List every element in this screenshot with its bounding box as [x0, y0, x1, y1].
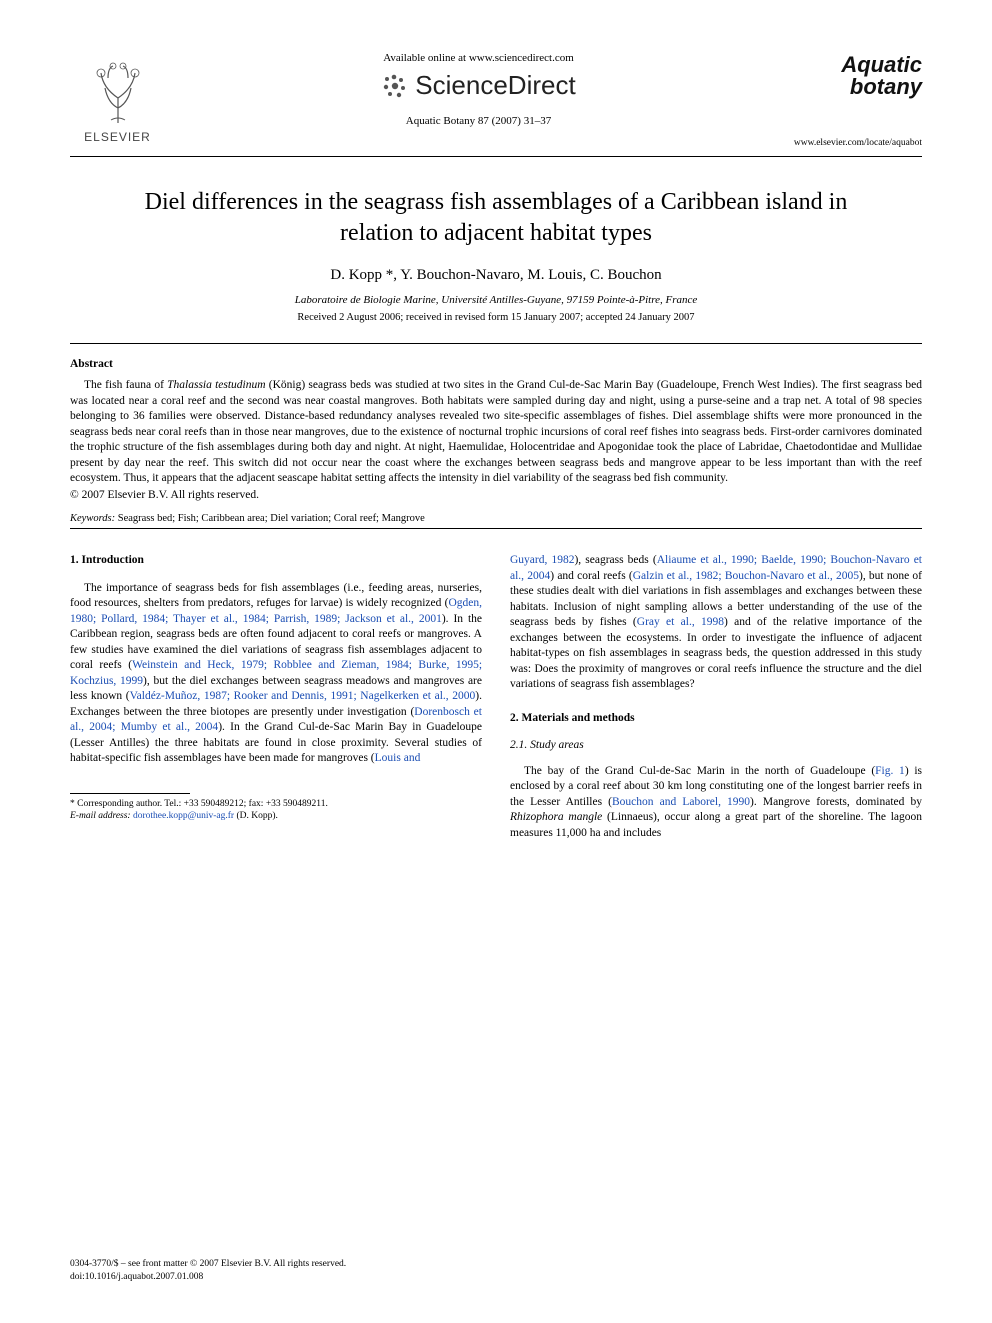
intro-t1: The importance of seagrass beds for fish… — [70, 582, 482, 610]
journal-name-2: botany — [792, 76, 922, 98]
email-label: E-mail address: — [70, 811, 131, 821]
left-column: 1. Introduction The importance of seagra… — [70, 553, 482, 841]
elsevier-tree-icon — [83, 58, 153, 128]
species-name: Rhizophora mangle — [510, 811, 602, 823]
abstract-top-rule — [70, 343, 922, 344]
header-rule — [70, 156, 922, 157]
intro-t6: ), seagrass beds ( — [574, 554, 656, 566]
intro-t7: ) and coral reefs ( — [550, 570, 632, 582]
footnote-rule — [70, 793, 190, 794]
intro-cite-5[interactable]: Louis and — [375, 752, 421, 764]
journal-name-1: Aquatic — [792, 54, 922, 76]
abstract-content: The fish fauna of Thalassia testudinum (… — [70, 379, 922, 484]
intro-cite-7[interactable]: Galzin et al., 1982; Bouchon-Navaro et a… — [633, 570, 859, 582]
section-2-heading: 2. Materials and methods — [510, 711, 922, 727]
journal-title-block: Aquatic botany www.elsevier.com/locate/a… — [792, 50, 922, 148]
abstract-text: The fish fauna of Thalassia testudinum (… — [70, 378, 922, 487]
abstract-label: Abstract — [70, 358, 922, 370]
affiliation: Laboratoire de Biologie Marine, Universi… — [70, 294, 922, 306]
right-column: Guyard, 1982), seagrass beds (Aliaume et… — [510, 553, 922, 841]
keywords-line: Keywords: Seagrass bed; Fish; Caribbean … — [70, 513, 922, 524]
availability-line: Available online at www.sciencedirect.co… — [165, 52, 792, 64]
sciencedirect-text: ScienceDirect — [415, 70, 575, 101]
authors-line: D. Kopp *, Y. Bouchon-Navaro, M. Louis, … — [70, 267, 922, 284]
body-columns: 1. Introduction The importance of seagra… — [70, 553, 922, 841]
article-title: Diel differences in the seagrass fish as… — [110, 187, 882, 249]
intro-paragraph: The importance of seagrass beds for fish… — [70, 581, 482, 767]
meth-t1: The bay of the Grand Cul-de-Sac Marin in… — [524, 765, 875, 777]
sciencedirect-icon — [381, 73, 407, 99]
page-footer: 0304-3770/$ – see front matter © 2007 El… — [70, 1258, 922, 1283]
intro-continued: Guyard, 1982), seagrass beds (Aliaume et… — [510, 553, 922, 693]
authors-text: D. Kopp *, Y. Bouchon-Navaro, M. Louis, … — [330, 267, 661, 283]
article-dates: Received 2 August 2006; received in revi… — [70, 312, 922, 323]
methods-paragraph: The bay of the Grand Cul-de-Sac Marin in… — [510, 764, 922, 842]
intro-cite-8[interactable]: Gray et al., 1998 — [637, 616, 724, 628]
intro-cite-3[interactable]: Valdéz-Muñoz, 1987; Rooker and Dennis, 1… — [130, 690, 476, 702]
methods-cite-2[interactable]: Bouchon and Laborel, 1990 — [612, 796, 750, 808]
section-1-heading: 1. Introduction — [70, 553, 482, 569]
email-who: (D. Kopp). — [234, 811, 278, 821]
sciencedirect-logo: ScienceDirect — [165, 70, 792, 101]
abstract-bottom-rule — [70, 528, 922, 529]
elsevier-logo-block: ELSEVIER — [70, 50, 165, 144]
keywords-label: Keywords: — [70, 513, 115, 524]
footer-doi: doi:10.1016/j.aquabot.2007.01.008 — [70, 1271, 922, 1283]
journal-reference: Aquatic Botany 87 (2007) 31–37 — [165, 115, 792, 127]
email-note: E-mail address: dorothee.kopp@univ-ag.fr… — [70, 810, 482, 822]
footer-copyright: 0304-3770/$ – see front matter © 2007 El… — [70, 1258, 922, 1270]
corresponding-author-note: * Corresponding author. Tel.: +33 590489… — [70, 798, 482, 810]
copyright-line: © 2007 Elsevier B.V. All rights reserved… — [70, 489, 922, 501]
journal-url: www.elsevier.com/locate/aquabot — [792, 138, 922, 148]
elsevier-label: ELSEVIER — [84, 130, 151, 144]
keywords-text: Seagrass bed; Fish; Caribbean area; Diel… — [115, 513, 425, 524]
center-header: Available online at www.sciencedirect.co… — [165, 50, 792, 127]
intro-cite-5b[interactable]: Guyard, 1982 — [510, 554, 574, 566]
meth-t3: ). Mangrove forests, dominated by — [750, 796, 922, 808]
fig1-ref[interactable]: Fig. 1 — [875, 765, 905, 777]
page-header: ELSEVIER Available online at www.science… — [70, 50, 922, 148]
email-address[interactable]: dorothee.kopp@univ-ag.fr — [131, 811, 234, 821]
section-2-1-heading: 2.1. Study areas — [510, 738, 922, 754]
